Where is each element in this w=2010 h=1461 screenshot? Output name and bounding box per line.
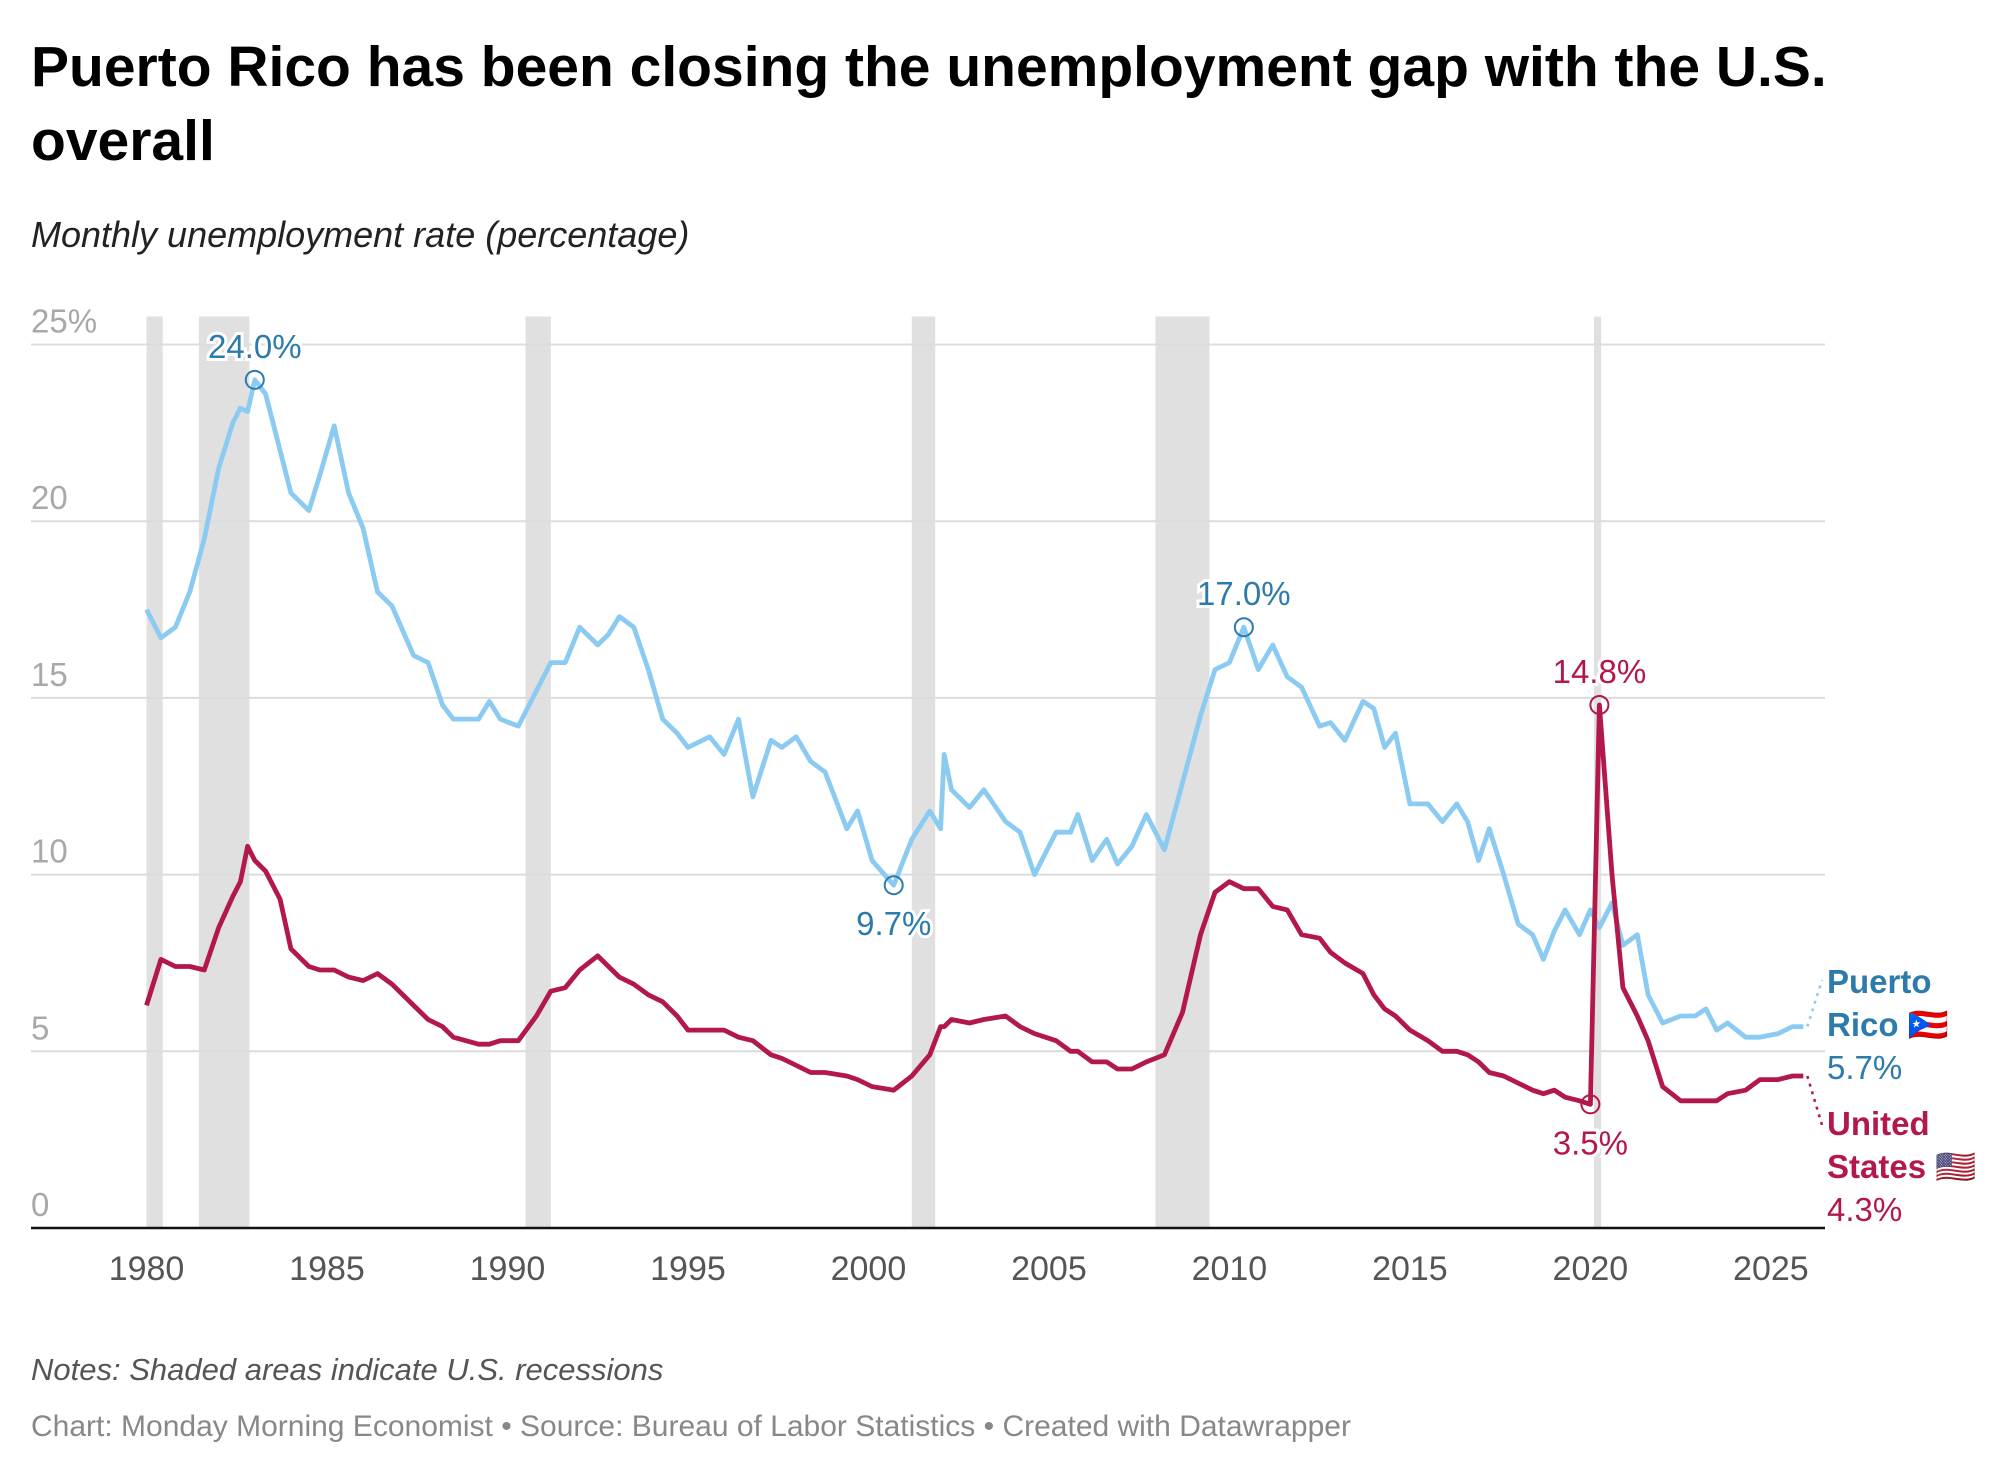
footer: Chart: Monday Morning Economist • Source…	[31, 1410, 1351, 1443]
series-line	[144, 377, 1804, 1040]
x-tick-label: 2010	[1192, 1250, 1268, 1288]
recession-band	[911, 316, 936, 1228]
series-line	[144, 702, 1804, 1107]
end-label-group: United States 🇺🇸 4.3%	[1827, 1102, 1995, 1231]
x-tick-label: 2015	[1372, 1250, 1448, 1288]
recession-band	[198, 316, 250, 1228]
annotation-marker	[883, 875, 904, 896]
annotation-label: 3.5%	[1553, 1124, 1628, 1161]
end-label-group: Puerto Rico 🇵🇷 5.7%	[1827, 960, 1995, 1089]
x-tick-label: 1980	[109, 1250, 185, 1288]
annotation-label: 17.0%	[1197, 575, 1291, 612]
notes: Notes: Shaded areas indicate U.S. recess…	[31, 1352, 664, 1387]
y-tick-label: 0	[31, 1186, 49, 1223]
end-connector	[1806, 1075, 1824, 1126]
annotation-label: 9.7%	[856, 905, 931, 942]
annotation-marker	[1589, 694, 1610, 715]
chart-subtitle: Monthly unemployment rate (percentage)	[31, 214, 690, 255]
chart-title: Puerto Rico has been closing the unemplo…	[31, 35, 1827, 173]
y-tick-label: 10	[31, 833, 68, 870]
annotation-marker	[1233, 617, 1254, 638]
y-tick-label: 25%	[31, 303, 97, 340]
x-tick-label: 2020	[1553, 1250, 1629, 1288]
annotation-marker	[1580, 1094, 1601, 1115]
x-tick-label: 2005	[1011, 1250, 1087, 1288]
recession-band	[525, 316, 551, 1228]
x-tick-label: 1995	[650, 1250, 726, 1288]
end-value-label: 4.3%	[1827, 1191, 1903, 1228]
x-tick-label: 2000	[831, 1250, 907, 1288]
end-connector	[1806, 979, 1824, 1027]
end-value-label: 5.7%	[1827, 1049, 1903, 1086]
annotation-marker	[244, 369, 265, 390]
y-tick-label: 20	[31, 479, 68, 516]
x-tick-label: 1990	[470, 1250, 546, 1288]
y-tick-label: 15	[31, 656, 68, 693]
annotation-label: 14.8%	[1553, 653, 1647, 690]
recession-band	[1155, 316, 1210, 1228]
recession-band	[146, 316, 163, 1228]
legend-label: Puerto Rico 🇵🇷	[1827, 963, 1949, 1043]
x-tick-label: 2025	[1733, 1250, 1809, 1288]
legend-label: United States 🇺🇸	[1827, 1105, 1977, 1185]
annotation-label: 24.0%	[208, 328, 302, 365]
x-tick-label: 1985	[289, 1250, 365, 1288]
y-tick-label: 5	[31, 1009, 49, 1046]
